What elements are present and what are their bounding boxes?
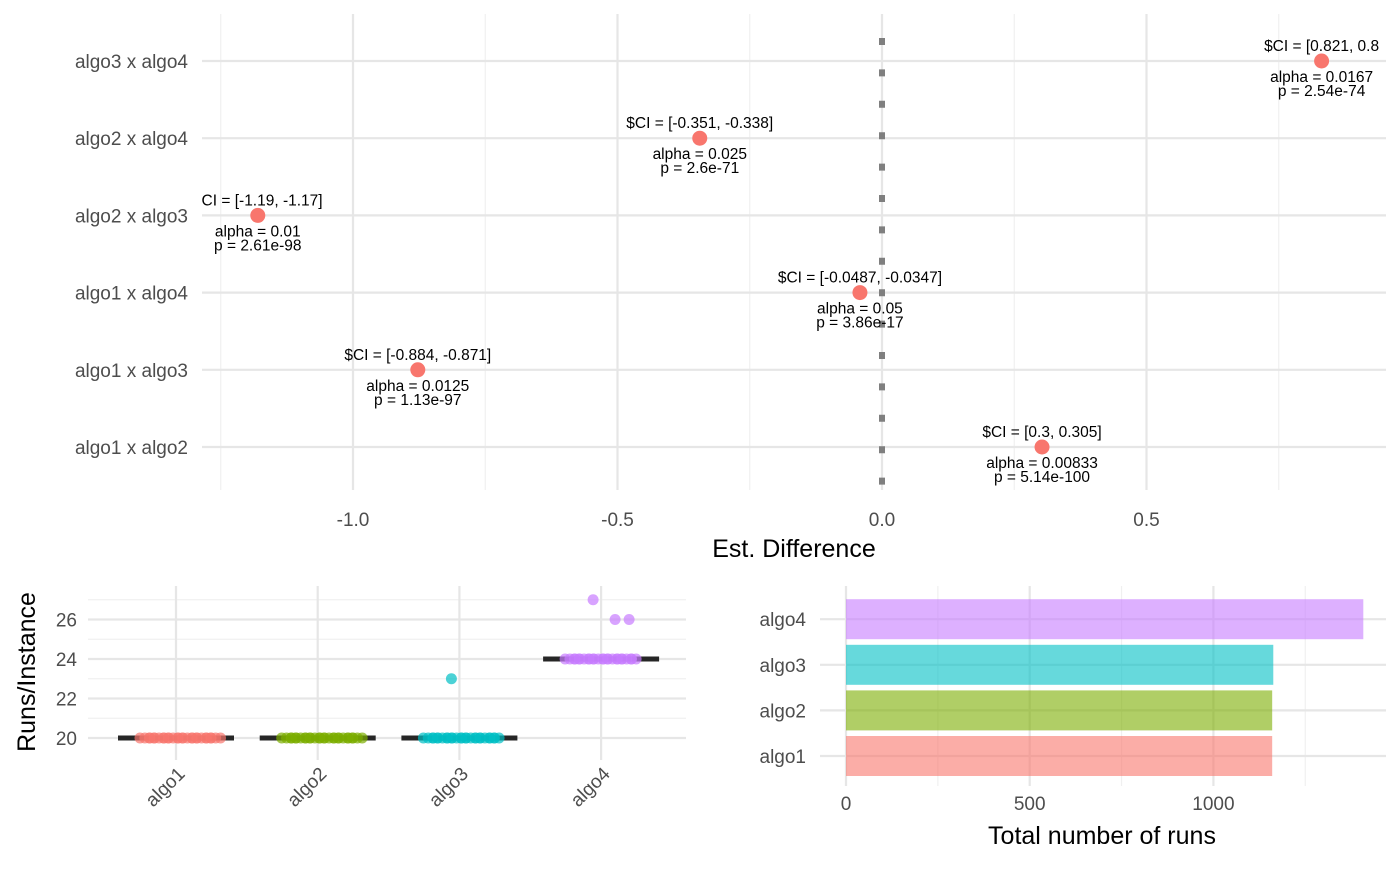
point-algo1-x-algo3 xyxy=(410,362,426,378)
jitter-point-algo4 xyxy=(623,614,635,625)
x-tick-label-algo4: algo4 xyxy=(567,763,615,811)
x-tick-label: 1000 xyxy=(1192,794,1234,815)
alpha-label: alpha = 0.0167 xyxy=(1270,69,1373,86)
point-algo2-x-algo3 xyxy=(250,207,266,223)
y-tick-label-algo1: algo1 xyxy=(760,747,807,768)
x-tick-label-algo3: algo3 xyxy=(425,764,473,812)
jitter-point-algo4 xyxy=(609,614,621,625)
x-tick-label: -1.0 xyxy=(337,510,370,531)
x-tick-label-algo2: algo2 xyxy=(284,764,332,812)
y-tick-label: 22 xyxy=(56,690,77,711)
alpha-label: alpha = 0.05 xyxy=(817,301,903,318)
y-tick-label-algo3-x-algo4: algo3 x algo4 xyxy=(75,52,188,73)
y-tick-label-algo1-x-algo4: algo1 x algo4 xyxy=(75,284,188,305)
x-tick-label: 0.0 xyxy=(869,510,895,531)
y-tick-label-algo4: algo4 xyxy=(760,610,807,631)
y-tick-label: 24 xyxy=(56,650,78,671)
y-tick-label-algo2-x-algo3: algo2 x algo3 xyxy=(75,206,188,227)
y-tick-label-algo1-x-algo2: algo1 x algo2 xyxy=(75,438,188,459)
bar-algo4 xyxy=(846,599,1364,640)
ci-label: $CI = [-0.884, -0.871] xyxy=(344,347,491,364)
ci-label: $CI = [0.3, 0.305] xyxy=(982,424,1101,441)
ci-label: $CI = [-0.0487, -0.0347] xyxy=(778,270,942,287)
ci-label: $CI = [-1.19, -1.17] xyxy=(193,192,323,209)
x-axis-title: Est. Difference xyxy=(712,535,876,563)
y-tick-label: 20 xyxy=(56,729,77,750)
bar-algo3 xyxy=(846,644,1274,685)
point-algo1-x-algo4 xyxy=(852,285,868,301)
panel-total-runs: algo1 algo2 algo3 algo4 0 500 1000 Total number… xyxy=(760,586,1386,850)
x-tick-label: 0 xyxy=(841,794,852,815)
bar-algo1 xyxy=(846,736,1273,776)
jitter-point-algo4 xyxy=(630,653,642,665)
x-tick-label-algo1: algo1 xyxy=(142,764,190,812)
point-algo1-x-algo2 xyxy=(1034,439,1050,455)
jitter-point-algo3 xyxy=(445,673,457,685)
alpha-label: alpha = 0.00833 xyxy=(986,455,1098,472)
point-algo2-x-algo4 xyxy=(692,130,708,146)
p-value-label: p = 2.61e-98 xyxy=(214,237,301,254)
y-tick-label: 26 xyxy=(56,611,77,632)
p-value-label: p = 2.6e-71 xyxy=(660,160,739,177)
alpha-label: alpha = 0.025 xyxy=(653,146,747,163)
jitter-point-algo2 xyxy=(356,732,368,744)
point-algo3-x-algo4 xyxy=(1314,53,1330,69)
p-value-label: p = 2.54e-74 xyxy=(1278,83,1366,100)
p-value-label: p = 5.14e-100 xyxy=(994,469,1090,486)
x-tick-label: -0.5 xyxy=(601,510,634,531)
y-tick-label-algo2-x-algo4: algo2 x algo4 xyxy=(75,129,188,150)
x-tick-label: 500 xyxy=(1014,794,1046,815)
jitter-point-algo1 xyxy=(215,732,226,744)
gridlines xyxy=(202,14,1386,490)
p-value-label: p = 1.13e-97 xyxy=(374,392,461,409)
bar-algo2 xyxy=(846,690,1273,731)
y-tick-label-algo1-x-algo3: algo1 x algo3 xyxy=(75,361,188,382)
y-tick-label-algo2: algo2 xyxy=(760,701,807,722)
panel-pairwise-differences: algo1 x algo2 algo1 x algo3 algo1 x algo4 a… xyxy=(75,14,1386,563)
alpha-label: alpha = 0.0125 xyxy=(366,378,469,395)
y-tick-label-algo3: algo3 xyxy=(760,656,807,677)
x-axis-title: Total number of runs xyxy=(988,822,1216,850)
jitter-point-algo3 xyxy=(493,732,505,744)
p-value-label: p = 3.86e-17 xyxy=(816,315,903,332)
y-axis-title: Runs/Instance xyxy=(13,592,41,752)
ci-label: $CI = [-0.351, -0.338] xyxy=(626,115,773,132)
alpha-label: alpha = 0.01 xyxy=(215,223,301,240)
panel-runs-per-instance: 20 22 24 26 algo1 algo2 algo3 algo4 Runs/Instanc… xyxy=(13,586,686,811)
x-tick-label: 0.5 xyxy=(1133,510,1159,531)
jitter-point-algo4 xyxy=(587,594,599,606)
ci-label: $CI = [0.821, 0.8 xyxy=(1264,38,1379,55)
